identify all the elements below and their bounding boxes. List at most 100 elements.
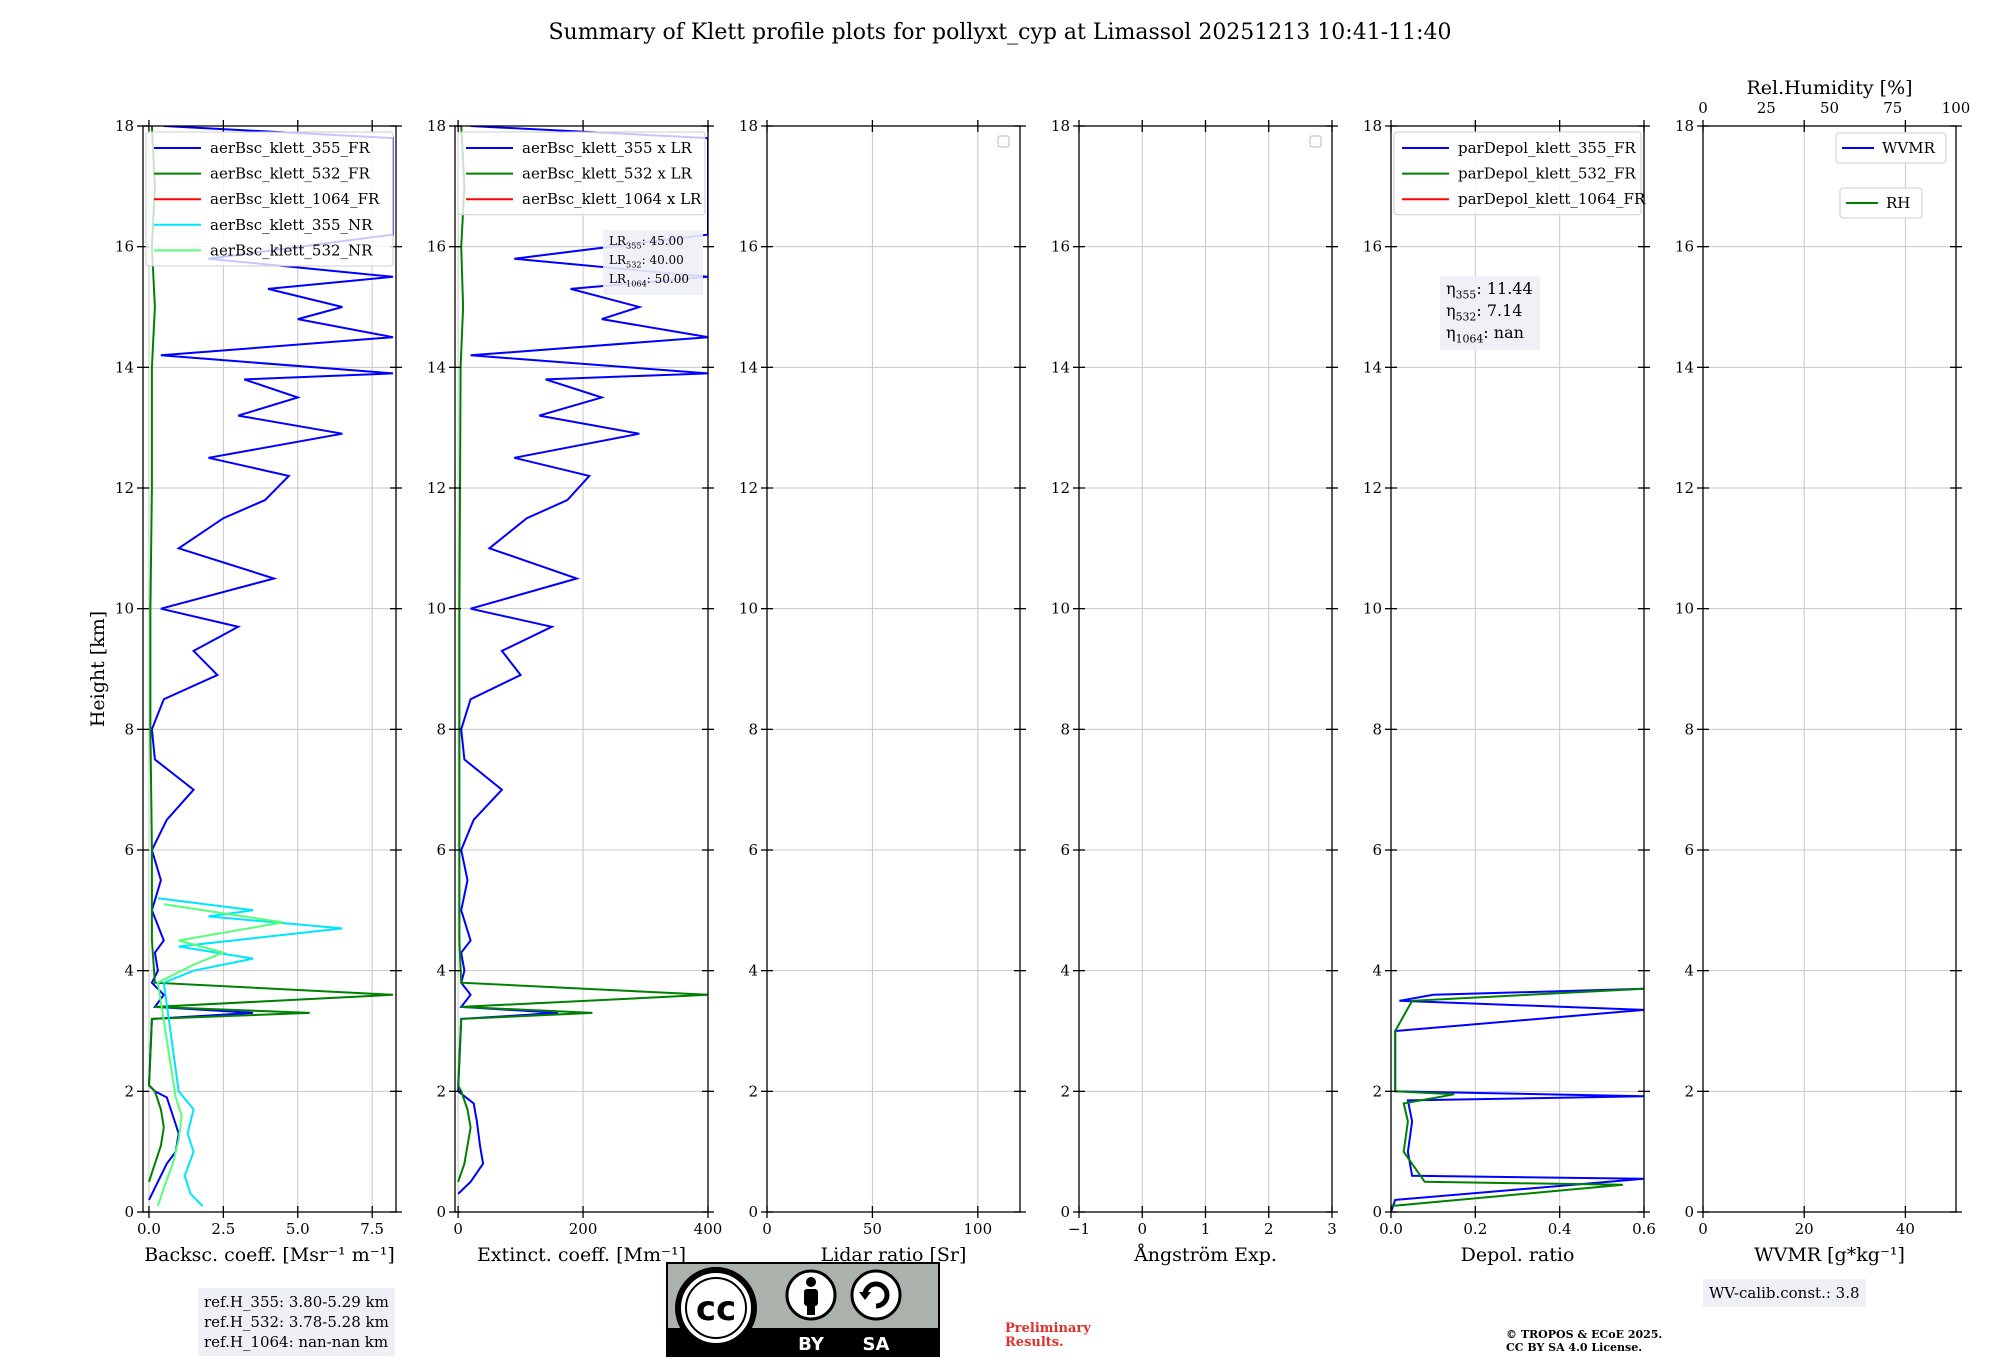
copyright-notice: © TROPOS & ECoE 2025. CC BY SA 4.0 Licen… [1506, 1328, 1663, 1354]
x-tick-label: 50 [863, 1220, 882, 1238]
axes-frame [142, 125, 397, 1213]
y-tick-label: 0 [1684, 1203, 1694, 1221]
y-tick-label: 12 [1363, 479, 1382, 497]
sa-share-alike-icon [850, 1269, 902, 1321]
y-tick-label: 6 [1372, 841, 1382, 859]
y-tick-label: 2 [124, 1082, 134, 1100]
series-aerBsc_klett_355_FR [147, 126, 394, 1201]
y-tick-label: 8 [1060, 720, 1070, 738]
svg-text:BY: BY [798, 1334, 825, 1355]
legend-label: aerBsc_klett_532 x LR [522, 165, 693, 183]
ref-height-532: ref.H_532: 3.78-5.28 km [204, 1313, 389, 1331]
x-tick-label: 0 [453, 1220, 463, 1238]
x-tick-label: 0 [1698, 1220, 1708, 1238]
secondary-x-tick-label: 75 [1883, 99, 1902, 117]
y-tick-label: 16 [1051, 238, 1070, 256]
series-aerBsc_klett_355_NR [157, 897, 343, 1207]
secondary-x-tick-label: 25 [1757, 99, 1776, 117]
y-tick-label: 8 [1372, 720, 1382, 738]
ref-height-1064: ref.H_1064: nan-nan km [204, 1333, 389, 1351]
wv-calibration-box: WV-calib.const.: 3.8 [1703, 1279, 1866, 1307]
y-tick-label: 16 [1363, 238, 1382, 256]
secondary-x-tick-label: 100 [1942, 99, 1971, 117]
y-tick-label: 16 [739, 238, 758, 256]
y-tick-label: 18 [739, 117, 758, 135]
x-tick-label: 0.6 [1632, 1220, 1656, 1238]
x-axis-label: Extinct. coeff. [Mm⁻¹] [477, 1244, 686, 1266]
secondary-x-tick-label: 50 [1820, 99, 1839, 117]
x-tick-label: 0.4 [1548, 1220, 1572, 1238]
y-tick-label: 10 [1051, 600, 1070, 618]
y-tick-label: 12 [739, 479, 758, 497]
y-tick-label: 0 [1372, 1203, 1382, 1221]
x-tick-label: 100 [964, 1220, 993, 1238]
y-tick-label: 4 [1060, 962, 1070, 980]
x-tick-label: −1 [1068, 1220, 1090, 1238]
axes-frame [766, 125, 1021, 1213]
axes-frame [1702, 125, 1957, 1213]
legend-label: RH [1886, 194, 1910, 212]
legend-label: parDepol_klett_1064_FR [1458, 190, 1646, 208]
legend-label: parDepol_klett_355_FR [1458, 139, 1636, 157]
y-tick-label: 14 [1051, 358, 1070, 376]
y-tick-label: 18 [1675, 117, 1694, 135]
y-tick-label: 6 [748, 841, 758, 859]
annotation-line: η532: 7.14 [1446, 301, 1522, 323]
annotation-line: η1064: nan [1446, 323, 1524, 345]
y-tick-label: 0 [1060, 1203, 1070, 1221]
y-tick-label: 6 [1060, 841, 1070, 859]
panel-bsc: 0 2 4 6 8 10 12 14 16 18 0.0 2.5 5.0 7.5 Backsc. coeff… [115, 117, 402, 1266]
series-aerBsc_klett_355 x LR [457, 126, 708, 1195]
y-tick-label: 14 [115, 358, 134, 376]
y-tick-label: 4 [436, 962, 446, 980]
legend-label: WVMR [1882, 139, 1936, 157]
y-tick-label: 16 [427, 238, 446, 256]
y-tick-label: 4 [124, 962, 134, 980]
preliminary-results-note: Preliminary Results. [1005, 1321, 1091, 1350]
y-tick-label: 6 [436, 841, 446, 859]
y-tick-label: 10 [1363, 600, 1382, 618]
x-tick-label: 7.5 [360, 1220, 384, 1238]
annotation-line: LR532: 40.00 [609, 253, 684, 269]
panel-depol: 0 2 4 6 8 10 12 14 16 18 0.0 0.2 0.4 0.6 Depol. ratio p… [1363, 117, 1656, 1266]
series-group [147, 126, 394, 1207]
y-tick-label: 14 [739, 358, 758, 376]
x-tick-label: 0 [1137, 1220, 1147, 1238]
secondary-x-axis-label: Rel.Humidity [%] [1746, 77, 1912, 99]
legend-label: aerBsc_klett_1064_FR [210, 190, 380, 208]
y-tick-label: 14 [1675, 358, 1694, 376]
legend-label: aerBsc_klett_532_NR [210, 241, 373, 259]
y-tick-label: 4 [1684, 962, 1694, 980]
legend-box [457, 131, 706, 216]
y-tick-label: 8 [748, 720, 758, 738]
series-parDepol_klett_355_FR [1391, 987, 1644, 1212]
y-tick-label: 2 [1060, 1082, 1070, 1100]
y-tick-label: 10 [115, 600, 134, 618]
y-tick-label: 2 [436, 1082, 446, 1100]
y-tick-label: 6 [1684, 841, 1694, 859]
x-axis-label: Backsc. coeff. [Msr⁻¹ m⁻¹] [144, 1244, 395, 1266]
legend-box [1393, 131, 1642, 216]
series-aerBsc_klett_532 x LR [457, 126, 708, 1183]
y-tick-label: 8 [1684, 720, 1694, 738]
figure-title: Summary of Klett profile plots for polly… [548, 20, 1452, 45]
ref-height-355: ref.H_355: 3.80-5.29 km [204, 1293, 389, 1311]
y-tick-label: 18 [1051, 117, 1070, 135]
annotation-line: LR1064: 50.00 [609, 272, 689, 288]
svg-text:SA: SA [863, 1334, 890, 1355]
y-tick-label: 14 [1363, 358, 1382, 376]
annotation-line: η355: 11.44 [1446, 279, 1533, 301]
y-tick-label: 16 [1675, 238, 1694, 256]
svg-text:cc: cc [696, 1289, 736, 1329]
y-tick-label: 2 [1372, 1082, 1382, 1100]
series-parDepol_klett_532_FR [1391, 987, 1644, 1207]
empty-legend-box [1309, 135, 1322, 148]
y-tick-label: 4 [748, 962, 758, 980]
legend-box [1835, 132, 1947, 164]
empty-legend-box [997, 135, 1010, 148]
y-tick-label: 2 [748, 1082, 758, 1100]
axes-frame [1390, 125, 1645, 1213]
